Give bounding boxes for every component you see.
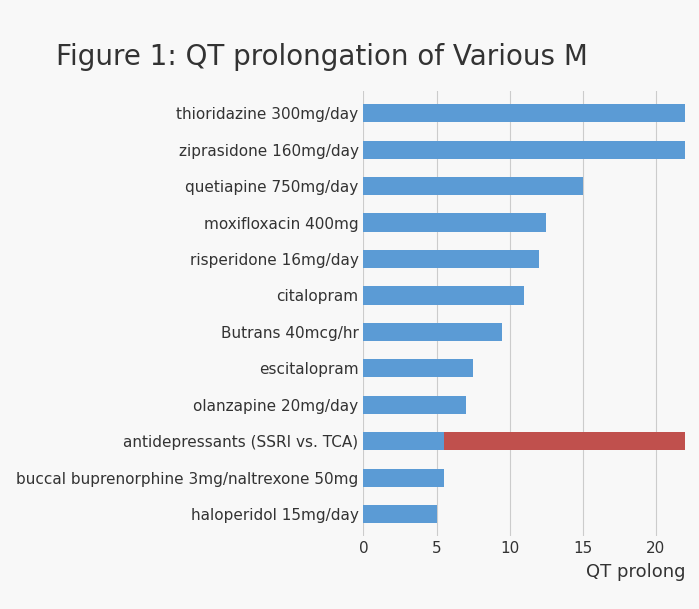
Bar: [363, 432, 444, 450]
Bar: [363, 359, 473, 378]
Bar: [444, 432, 699, 450]
Bar: [363, 213, 546, 231]
Bar: [363, 286, 524, 304]
Bar: [363, 396, 466, 414]
X-axis label: QT prolong: QT prolong: [586, 563, 685, 581]
Bar: [363, 468, 444, 487]
Bar: [363, 141, 699, 159]
Bar: [363, 250, 539, 268]
Bar: [363, 505, 437, 523]
Text: Figure 1: QT prolongation of Various M: Figure 1: QT prolongation of Various M: [56, 43, 588, 71]
Bar: [363, 177, 583, 195]
Bar: [363, 104, 699, 122]
Bar: [363, 323, 503, 341]
